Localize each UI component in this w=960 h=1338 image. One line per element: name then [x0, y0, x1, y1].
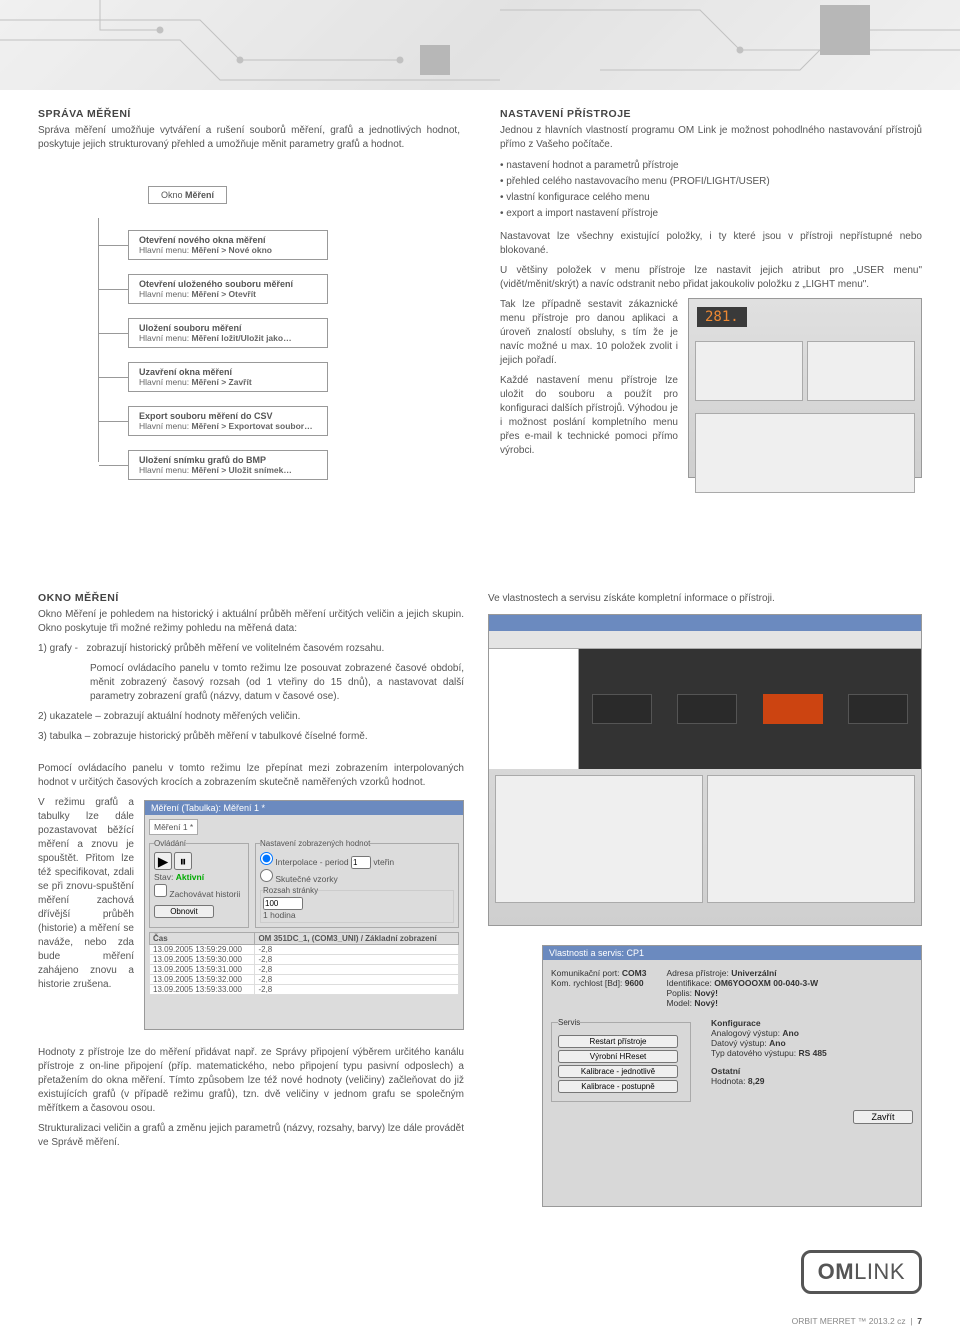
- section2-p1: Nastavovat lze všechny existující položk…: [500, 230, 922, 258]
- close-button[interactable]: Zavřít: [853, 1110, 913, 1124]
- bullet-item: vlastní konfigurace celého menu: [500, 190, 922, 206]
- tree-node: Uzavření okna měřeníHlavní menu: Měření …: [128, 362, 328, 392]
- tree-node: Uložení snímku grafů do BMPHlavní menu: …: [128, 450, 328, 480]
- section3-l1c: Pomocí ovládacího panelu v tomto režimu …: [38, 662, 464, 704]
- table-row: 13.09.2005 13:59:30.000-2,8: [150, 955, 459, 965]
- section2-bullets: nastavení hodnot a parametrů přístrojepř…: [500, 158, 922, 222]
- bullet-item: nastavení hodnot a parametrů přístroje: [500, 158, 922, 174]
- table-row: 13.09.2005 13:59:33.000-2,8: [150, 985, 459, 995]
- page-footer: ORBIT MERRET ™ 2013.2 cz | 7: [792, 1316, 922, 1326]
- section3-l3: 3) tabulka – zobrazuje historický průběh…: [38, 730, 464, 744]
- section2-p2: U většiny položek v menu přístroje lze n…: [500, 264, 922, 292]
- interp-radio[interactable]: [260, 852, 273, 865]
- section3-p8: Strukturalizaci veličin a grafů a změnu …: [38, 1122, 464, 1150]
- section3-title: OKNO MĚŘENÍ: [38, 592, 464, 604]
- properties-screenshot: Vlastnosti a servis: CP1 Komunikační por…: [542, 945, 922, 1207]
- tree-root: Okno Měření: [148, 186, 227, 204]
- pause-button[interactable]: ⏸: [174, 852, 192, 870]
- table-row: 13.09.2005 13:59:32.000-2,8: [150, 975, 459, 985]
- refresh-button[interactable]: Obnovit: [154, 905, 214, 918]
- section2-title: NASTAVENÍ PŘÍSTROJE: [500, 108, 922, 120]
- samples-radio[interactable]: [260, 869, 273, 882]
- bullet-item: přehled celého nastavovacího menu (PROFI…: [500, 174, 922, 190]
- section3-l1: 1) grafy - zobrazují historický průběh m…: [38, 642, 464, 656]
- tree-node: Otevření nového okna měřeníHlavní menu: …: [128, 230, 328, 260]
- section3-p7: Hodnoty z přístroje lze do měření přidáv…: [38, 1046, 464, 1116]
- range-value-input[interactable]: [263, 897, 303, 910]
- tree-node: Otevření uloženého souboru měřeníHlavní …: [128, 274, 328, 304]
- bullet-item: export a import nastavení přístroje: [500, 206, 922, 222]
- section1-intro: Správa měření umožňuje vytváření a rušen…: [38, 124, 460, 152]
- menu-tree: Okno Měření Otevření nového okna měřeníH…: [38, 186, 460, 480]
- tree-node: Export souboru měření do CSVHlavní menu:…: [128, 406, 328, 436]
- play-button[interactable]: ▶: [154, 852, 172, 870]
- section4-intro: Ve vlastnostech a servisu získáte komple…: [488, 592, 922, 606]
- main-app-screenshot: [488, 614, 922, 926]
- section3-p1: Okno Měření je pohledem na historický i …: [38, 608, 464, 636]
- calib-single-button[interactable]: Kalibrace - jednotlivě: [558, 1065, 678, 1078]
- interp-value-input[interactable]: [351, 856, 371, 869]
- section3-p5: Pomocí ovládacího panelu v tomto režimu …: [38, 762, 464, 790]
- hreset-button[interactable]: Výrobní HReset: [558, 1050, 678, 1063]
- settings-screenshot: 281.: [688, 298, 922, 478]
- calib-seq-button[interactable]: Kalibrace - postupně: [558, 1080, 678, 1093]
- display-value: 281.: [697, 307, 747, 327]
- restart-button[interactable]: Restart přístroje: [558, 1035, 678, 1048]
- section2-intro: Jednou z hlavních vlastností programu OM…: [500, 124, 922, 152]
- table-row: 13.09.2005 13:59:31.000-2,8: [150, 965, 459, 975]
- keep-history-checkbox[interactable]: [154, 884, 167, 897]
- section3-l2: 2) ukazatele – zobrazují aktuální hodnot…: [38, 710, 464, 724]
- header-circuit-bg: [0, 0, 960, 90]
- measurement-table: Čas OM 351DC_1, (COM3_UNI) / Základní zo…: [149, 932, 459, 995]
- section1-title: SPRÁVA MĚŘENÍ: [38, 108, 460, 120]
- measure-table-screenshot: Měření (Tabulka): Měření 1 * Měření 1 * …: [144, 800, 464, 1030]
- omlink-logo: OMLINK: [801, 1250, 922, 1294]
- table-row: 13.09.2005 13:59:29.000-2,8: [150, 945, 459, 955]
- tree-node: Uložení souboru měřeníHlavní menu: Měřen…: [128, 318, 328, 348]
